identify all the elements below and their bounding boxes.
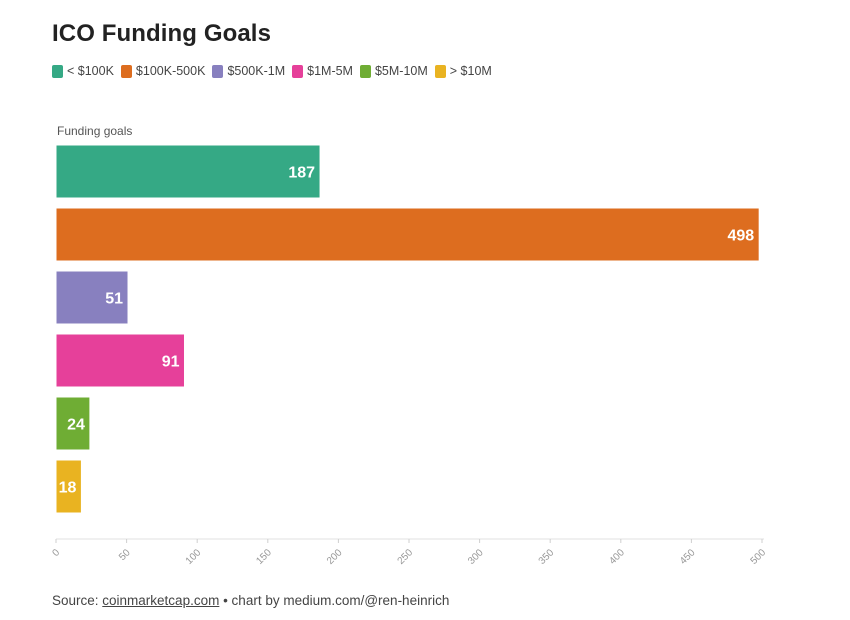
legend-swatch xyxy=(212,64,224,78)
bar xyxy=(55,270,129,325)
bar-chart: Funding goals 187 498 51 91 24 18 0 50 100 150 200 2… xyxy=(50,124,769,567)
legend-label: > $10M xyxy=(449,64,492,78)
x-tick-label: 100 xyxy=(184,547,204,567)
legend-label: $5M-10M xyxy=(374,64,428,78)
legend-item[interactable]: > $10M xyxy=(434,64,492,78)
bar xyxy=(55,459,82,514)
source-link[interactable]: coinmarketcap.com xyxy=(102,593,220,608)
legend: < $100K $100K-500K $500K-1M $1M-5M $5M-10M > … xyxy=(52,64,499,78)
legend-label: $1M-5M xyxy=(307,64,353,78)
x-tick-label: 50 xyxy=(117,547,133,563)
legend-item[interactable]: $5M-10M xyxy=(359,64,428,78)
x-tick-label: 150 xyxy=(254,547,274,567)
x-tick-label: 250 xyxy=(396,547,416,567)
bar-value-label: 18 xyxy=(59,480,77,497)
x-tick-label: 200 xyxy=(325,547,345,567)
bar xyxy=(55,333,185,388)
legend-item[interactable]: $100K-500K xyxy=(120,64,206,78)
legend-item[interactable]: $500K-1M xyxy=(212,64,285,78)
legend-swatch xyxy=(434,64,446,78)
source-footer: Source: coinmarketcap.com • chart by med… xyxy=(52,593,449,608)
bar-value-label: 91 xyxy=(162,354,180,371)
bar-value-label: 51 xyxy=(105,291,123,308)
x-tick-label: 500 xyxy=(749,547,769,567)
legend-swatch xyxy=(359,64,371,78)
bar xyxy=(55,207,760,262)
legend-swatch xyxy=(292,64,304,78)
source-prefix: Source: xyxy=(52,593,103,608)
x-tick-label: 350 xyxy=(537,547,557,567)
legend-label: $500K-1M xyxy=(227,64,286,78)
x-tick-label: 400 xyxy=(607,547,627,567)
bar-value-label: 187 xyxy=(288,165,315,182)
bar xyxy=(55,144,321,199)
legend-swatch xyxy=(52,64,63,78)
x-tick-label: 0 xyxy=(50,547,62,559)
chart-title: ICO Funding Goals xyxy=(52,20,272,47)
legend-item[interactable]: $1M-5M xyxy=(292,64,353,78)
x-tick-label: 300 xyxy=(466,547,486,567)
legend-swatch xyxy=(120,64,132,78)
legend-item[interactable]: < $100K xyxy=(52,64,114,78)
x-tick-label: 450 xyxy=(678,547,698,567)
y-axis-label: Funding goals xyxy=(57,124,132,138)
bar-value-label: 498 xyxy=(727,228,754,245)
credit-text: • chart by medium.com/@ren-heinrich xyxy=(219,593,450,608)
bar xyxy=(55,396,91,451)
legend-label: < $100K xyxy=(67,64,114,78)
bar-value-label: 24 xyxy=(67,417,85,434)
legend-label: $100K-500K xyxy=(135,64,206,78)
